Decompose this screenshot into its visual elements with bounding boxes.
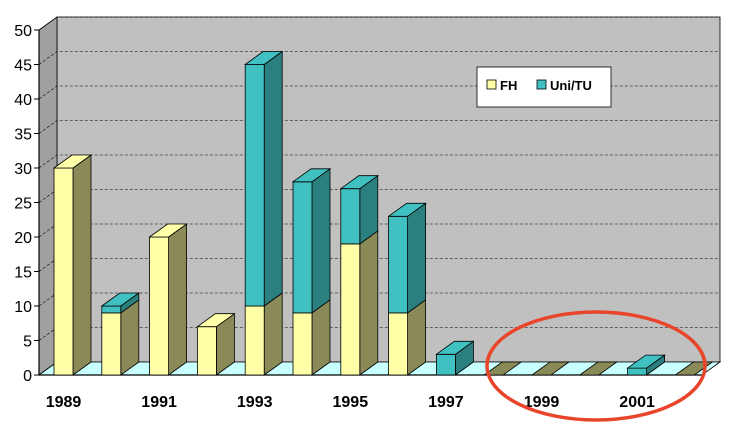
bar-top-1998 [482, 361, 523, 376]
bar-Uni/TU-1995 [340, 188, 361, 245]
floor [37, 361, 722, 376]
y-tick-label: 5 [23, 334, 32, 351]
x-tick-label: 1991 [141, 394, 177, 411]
bars [52, 50, 714, 376]
bar-Uni/TU-1994 [292, 181, 313, 314]
annotation-ellipse [485, 310, 707, 422]
bar-Uni/TU-2001 [627, 367, 647, 376]
gridline [38, 16, 720, 31]
x-tick-label: 1995 [333, 394, 369, 411]
bar-top-1990 [100, 292, 141, 307]
y-tick-label: 40 [14, 92, 32, 109]
y-tick-label: 35 [14, 127, 32, 144]
legend-swatch-uni-tu [536, 79, 547, 90]
x-tick-label: 1993 [237, 394, 273, 411]
bar-top-1992 [196, 313, 236, 328]
bar-side-FH-1995 [359, 230, 379, 376]
axes: 0 5 10 15 20 25 30 35 40 45 50 1989 1991 1993 1995 1997… [14, 23, 702, 411]
bar-FH-1992 [196, 326, 217, 376]
gridline [38, 85, 720, 100]
bar-FH-1990 [101, 312, 122, 376]
bar-top-1995 [339, 175, 380, 190]
bar-FH-1996 [388, 312, 409, 376]
bar-side-Uni/TU-1994 [311, 168, 331, 314]
bar-top-1996 [387, 202, 427, 217]
bar-top-1993 [243, 51, 284, 65]
gridline [38, 154, 720, 169]
y-tick-label: 0 [23, 368, 32, 385]
bar-Uni/TU-1993 [244, 64, 265, 307]
bar-FH-1993 [244, 305, 265, 376]
legend-label-uni-tu: Uni/TU [550, 78, 592, 93]
bar-side-FH-1993 [263, 292, 283, 376]
bar-top-2001 [626, 354, 666, 369]
bar-top-1999 [530, 361, 571, 376]
bar-top-2002 [674, 361, 714, 376]
bar-top-1991 [148, 223, 188, 238]
gridline [38, 120, 720, 134]
y-tick-label: 50 [14, 23, 32, 40]
legend-swatch-fh [486, 79, 497, 90]
bar-FH-1989 [53, 167, 74, 376]
y-tick-label: 15 [14, 265, 32, 282]
bar-side-FH-1991 [168, 223, 188, 376]
bar-FH-1995 [340, 243, 361, 376]
bar-top-1994 [291, 168, 332, 183]
bar-FH-1994 [292, 312, 313, 376]
x-tick-label: 1997 [428, 394, 464, 411]
bar-top-2000 [578, 361, 619, 376]
y-tick-label: 10 [14, 299, 32, 316]
y-tick-label: 30 [14, 161, 32, 178]
bar-FH-1991 [149, 236, 170, 376]
x-tick-label: 1999 [524, 394, 560, 411]
legend-box [476, 66, 612, 108]
x-tick-label: 1989 [46, 394, 82, 411]
bar-Uni/TU-1990 [101, 305, 122, 314]
bar-side-Uni/TU-1993 [263, 50, 283, 307]
y-tick-label: 25 [14, 196, 32, 213]
bar-side-Uni/TU-1996 [407, 202, 427, 314]
plot-area [37, 16, 722, 376]
x-tick-label: 2001 [619, 394, 655, 411]
y-tick-label: 45 [14, 58, 32, 75]
bar-top-1989 [52, 154, 93, 169]
legend-label-fh: FH [500, 78, 517, 93]
annotations [485, 310, 707, 422]
bar-Uni/TU-1997 [435, 353, 456, 376]
gridline [38, 51, 720, 65]
y-tick-label: 20 [14, 230, 32, 247]
bar-side-FH-1989 [72, 154, 92, 376]
legend: FH Uni/TU [476, 66, 612, 108]
bar-top-1997 [435, 340, 475, 355]
bar-Uni/TU-1996 [388, 215, 409, 314]
